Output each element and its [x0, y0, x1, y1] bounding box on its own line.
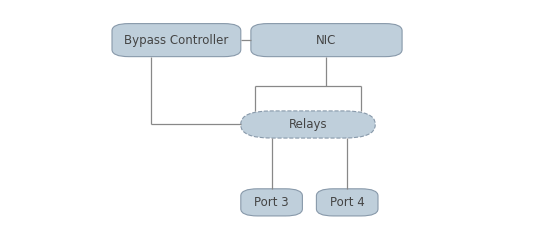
- Text: Port 4: Port 4: [330, 196, 365, 209]
- FancyBboxPatch shape: [241, 189, 302, 216]
- Text: Port 3: Port 3: [254, 196, 289, 209]
- Text: Bypass Controller: Bypass Controller: [124, 34, 228, 47]
- Text: NIC: NIC: [316, 34, 337, 47]
- FancyBboxPatch shape: [316, 189, 378, 216]
- FancyBboxPatch shape: [112, 24, 241, 57]
- FancyBboxPatch shape: [241, 111, 375, 138]
- Text: Relays: Relays: [289, 118, 327, 131]
- FancyBboxPatch shape: [251, 24, 402, 57]
